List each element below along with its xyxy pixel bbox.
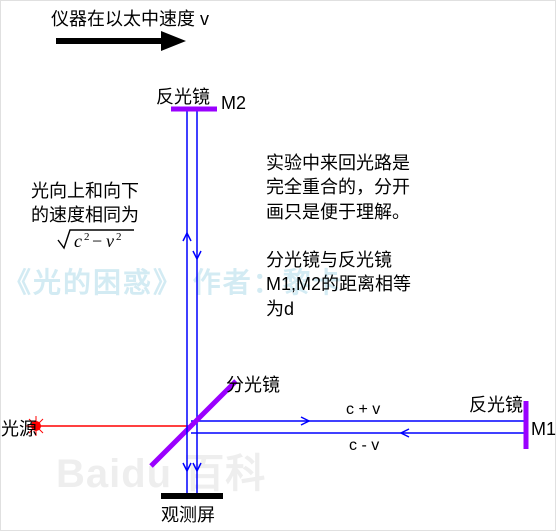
label-mirror-top: 反光镜 [156, 85, 210, 109]
vertical-note: 光向上和向下 的速度相同为 [31, 179, 139, 228]
label-screen: 观测屏 [161, 503, 215, 527]
label-mirror-right: 反光镜 [469, 393, 523, 417]
diagram-stage: 《光的困惑》 作者：黎卡 Baidu 百科 仪器在以太中速度 v [0, 0, 556, 531]
right-note: 实验中来回光路是 完全重合的，分开 画只是便于理解。 分光镜与反光镜 M1,M2… [266, 151, 411, 321]
svg-text:c: c [74, 231, 82, 251]
formula-sqrt: c 2 − v 2 [56, 226, 136, 259]
svg-text:2: 2 [116, 231, 122, 243]
label-c-plus-v: c + v [346, 399, 380, 421]
label-splitter: 分光镜 [226, 373, 280, 397]
svg-text:−: − [92, 231, 102, 251]
svg-text:v: v [106, 231, 114, 251]
svg-text:2: 2 [84, 231, 90, 243]
label-c-minus-v: c - v [349, 435, 379, 457]
label-source: 光源 [1, 417, 37, 441]
label-m2: M2 [221, 91, 246, 115]
label-m1: M1 [531, 417, 556, 441]
